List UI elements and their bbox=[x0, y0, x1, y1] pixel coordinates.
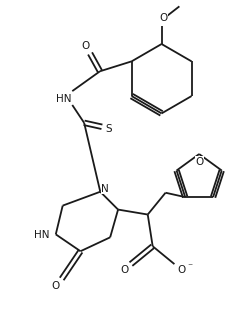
Text: O: O bbox=[121, 265, 129, 275]
Text: O: O bbox=[81, 42, 89, 52]
Text: O: O bbox=[177, 265, 186, 275]
Text: O: O bbox=[52, 281, 60, 291]
Text: O: O bbox=[195, 157, 203, 167]
Text: HN: HN bbox=[34, 230, 50, 240]
Text: N: N bbox=[101, 184, 109, 194]
Text: O: O bbox=[159, 13, 168, 23]
Text: HN: HN bbox=[56, 94, 71, 104]
Text: S: S bbox=[106, 124, 112, 134]
Text: ⁻: ⁻ bbox=[188, 262, 193, 272]
